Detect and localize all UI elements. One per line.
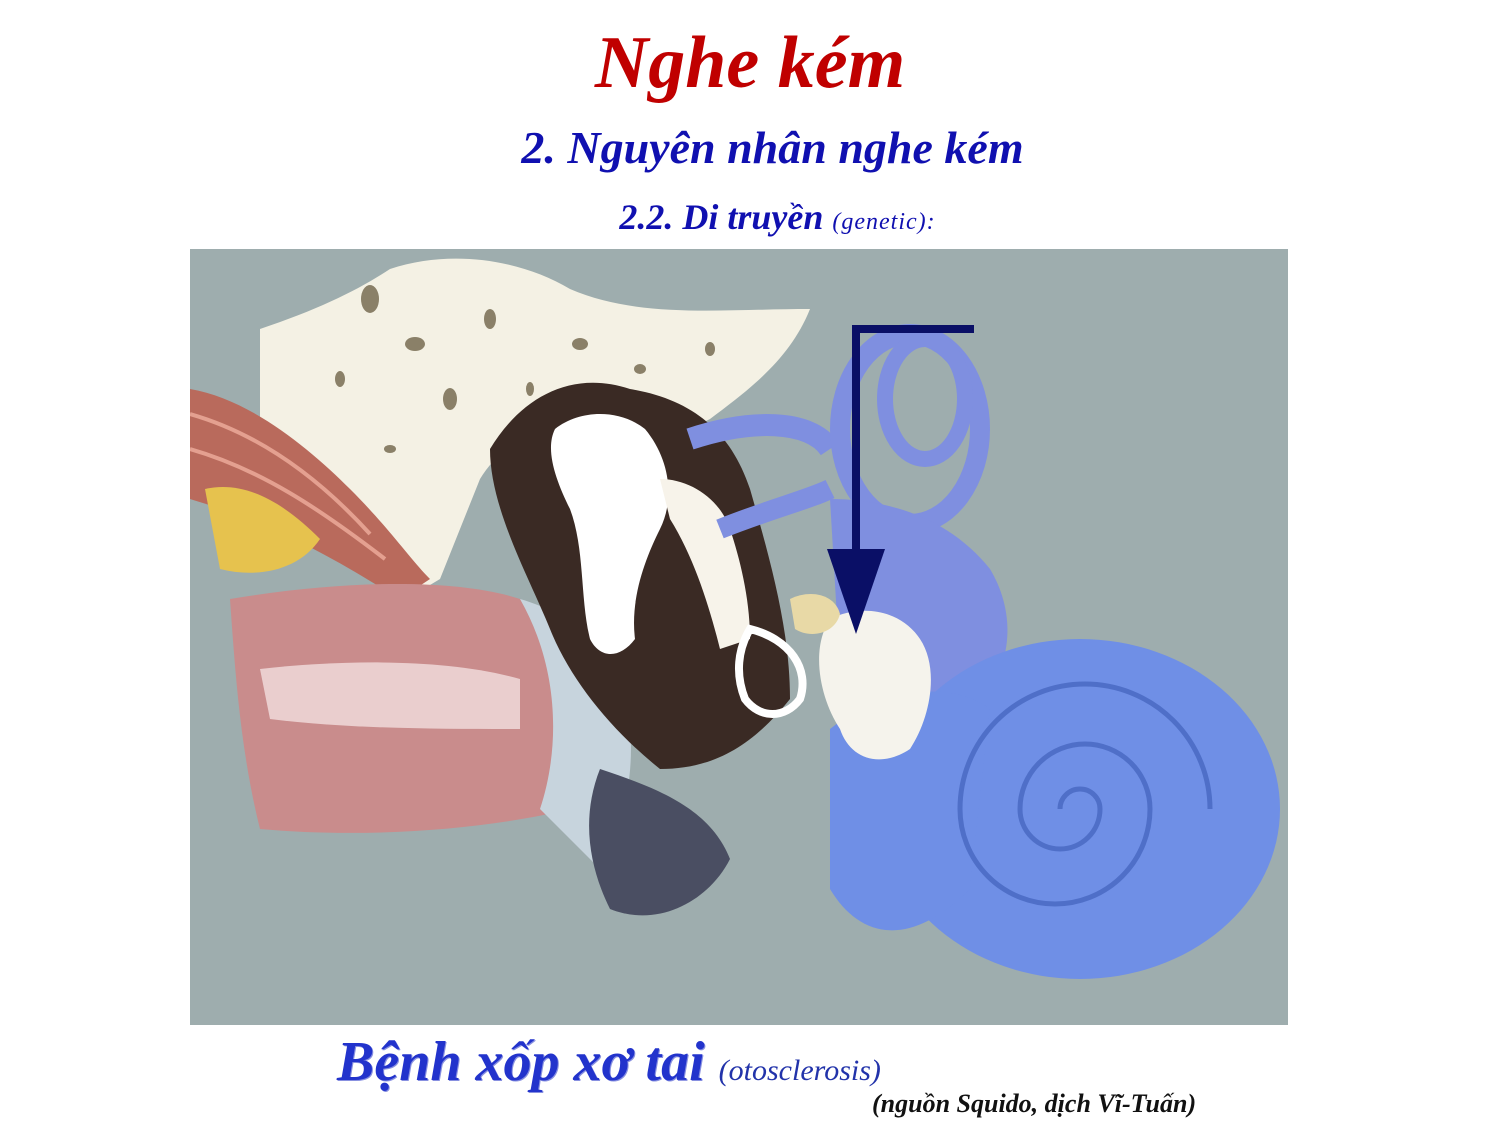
section-note: (genetic): (832, 209, 936, 235)
caption-note: (otosclerosis) (718, 1054, 881, 1087)
figure-credit: (nguồn Squido, dịch Vĩ-Tuấn) (872, 1089, 1197, 1118)
caption-label: Bệnh xốp xơ tai (337, 1031, 705, 1093)
section-label: 2.2. Di truyền (619, 197, 824, 237)
ear-anatomy-illustration (190, 249, 1288, 1025)
slide-subtitle: 2. Nguyên nhân nghe kém (521, 122, 1024, 173)
slide-title: Nghe kém (594, 22, 906, 104)
section-heading: 2.2. Di truyền (genetic): (0, 192, 1500, 247)
figure-caption: Bệnh xốp xơ tai (otosclerosis) (337, 1027, 881, 1106)
